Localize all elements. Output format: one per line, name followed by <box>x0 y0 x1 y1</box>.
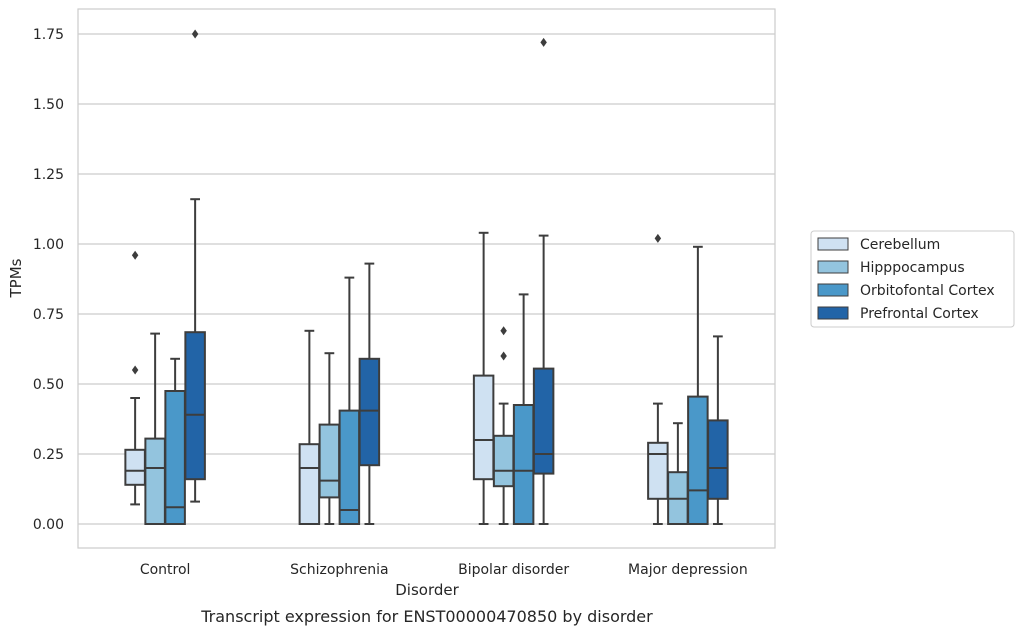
x-tick-label: Schizophrenia <box>290 562 388 578</box>
x-axis-title: Disorder <box>395 581 459 599</box>
box <box>512 404 535 525</box>
box-plot <box>338 276 361 526</box>
box-plot <box>532 37 555 525</box>
outlier-point <box>654 233 662 243</box>
box-plot <box>472 231 495 525</box>
box-plot <box>512 293 535 525</box>
x-tick-label: Control <box>140 562 191 578</box>
box <box>358 357 381 467</box>
y-tick-labels: 0.00 0.25 0.50 0.75 1.00 1.25 1.50 1.75 <box>33 27 64 533</box>
legend-item: Orbitofontal Cortex <box>817 283 995 299</box>
box-plot <box>144 332 166 526</box>
y-tick-label: 1.25 <box>33 167 64 183</box>
box <box>647 441 669 500</box>
y-tick-label: 0.75 <box>33 307 64 323</box>
legend-label: Orbitofontal Cortex <box>860 283 995 299</box>
box-plot <box>667 422 689 526</box>
box <box>298 443 321 526</box>
box-plot <box>687 245 709 526</box>
legend-swatch <box>817 306 849 320</box>
x-tick-labels: Control Schizophrenia Bipolar disorder Majo… <box>140 562 748 578</box>
box-plot <box>184 29 206 503</box>
y-tick-label: 1.75 <box>33 27 64 43</box>
legend-label: Cerebellum <box>860 237 940 253</box>
box <box>492 434 515 488</box>
plot-area-frame <box>77 8 776 549</box>
legend-label: Hipppocampus <box>860 260 965 276</box>
outlier-point <box>131 365 139 375</box>
box-plot <box>298 329 321 526</box>
chart-caption: Transcript expression for ENST0000047085… <box>200 607 653 626</box>
legend-swatch <box>817 260 849 274</box>
legend-label: Prefrontal Cortex <box>860 306 979 322</box>
y-tick-label: 1.00 <box>33 237 64 253</box>
legend: Cerebellum Hipppocampus Orbitofontal Corte… <box>810 230 1015 328</box>
y-tick-label: 0.50 <box>33 377 64 393</box>
box-plot <box>318 352 341 525</box>
box <box>124 448 146 486</box>
y-tick-label: 0.00 <box>33 517 64 533</box>
legend-frame <box>810 230 1015 328</box>
legend-items: Cerebellum Hipppocampus Orbitofontal Corte… <box>817 237 995 322</box>
box-plot <box>707 335 729 525</box>
y-axis-title: TPMs <box>7 258 25 298</box>
box <box>338 409 361 526</box>
box-plot <box>164 357 186 525</box>
legend-item: Prefrontal Cortex <box>817 306 979 322</box>
box <box>472 374 495 481</box>
legend-item: Cerebellum <box>817 237 940 253</box>
box <box>164 390 186 525</box>
legend-swatch <box>817 283 849 297</box>
outlier-point <box>500 326 507 336</box>
box-plot <box>358 262 381 525</box>
outlier-point <box>191 29 199 39</box>
legend-item: Hipppocampus <box>817 260 965 276</box>
box-plot <box>124 250 146 506</box>
box-plots <box>124 29 729 526</box>
outlier-point <box>540 37 547 47</box>
x-tick-label: Major depression <box>628 562 748 578</box>
x-tick-label: Bipolar disorder <box>458 562 569 578</box>
outlier-point <box>500 351 507 361</box>
outlier-point <box>131 250 139 260</box>
y-tick-label: 1.50 <box>33 97 64 113</box>
box <box>318 423 341 499</box>
box-plot <box>492 326 515 525</box>
box <box>687 395 709 526</box>
box <box>532 367 555 475</box>
legend-swatch <box>817 237 849 251</box>
y-tick-label: 0.25 <box>33 447 64 463</box>
box-plot <box>647 233 669 525</box>
box <box>184 331 206 481</box>
box <box>707 419 729 500</box>
box <box>144 437 166 526</box>
